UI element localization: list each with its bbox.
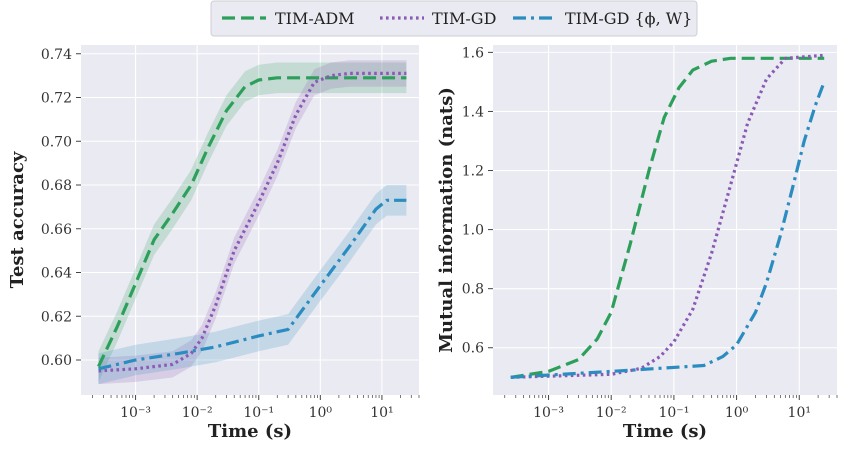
- y-tick-label: 0.68: [41, 178, 72, 194]
- panel-1: 10⁻³ 10⁻² 10⁻¹ 10⁰ 10¹ 0.60 0.62 0.64 0.66 0.68 0.…: [7, 45, 420, 442]
- x-tick-label: 10¹: [788, 405, 811, 421]
- series-line: [98, 71, 407, 373]
- y-tick-label: 0.66: [41, 222, 72, 238]
- x-tick-label: 10⁻¹: [658, 405, 689, 421]
- x-axis-title: Time (s): [208, 421, 292, 442]
- legend-label: TIM-ADM: [275, 9, 355, 28]
- series-line: [98, 198, 407, 371]
- x-tick-label: 10¹: [370, 405, 393, 421]
- y-tick-label: 0.74: [41, 47, 72, 63]
- y-tick-label: 1.0: [462, 223, 484, 239]
- x-tick-label: 10⁻²: [182, 405, 213, 421]
- panel-2: 10⁻³ 10⁻² 10⁻¹ 10⁰ 10¹ 0.6 0.8 1.0 1.2 1.4 1.6 Time…: [436, 45, 838, 442]
- series-band: [98, 60, 407, 385]
- y-tick-label: 0.64: [41, 266, 72, 282]
- series-line: [97, 76, 407, 368]
- series-line: [510, 81, 826, 379]
- y-tick-label: 0.6: [462, 341, 484, 357]
- y-tick-label: 1.4: [462, 104, 484, 120]
- legend-label: TIM-GD {ϕ, W}: [565, 9, 692, 28]
- x-tick-label: 10⁰: [309, 405, 333, 421]
- x-tick-label: 10⁻²: [596, 405, 627, 421]
- y-axis-title: Mutual information (nats): [436, 87, 457, 353]
- y-axis-title: Test accuracy: [7, 151, 28, 288]
- legend-box: [210, 0, 698, 37]
- x-tick-label: 10⁰: [725, 405, 749, 421]
- x-tick-label: 10⁻³: [533, 405, 564, 421]
- plot-area: [493, 45, 837, 395]
- y-tick-label: 0.70: [41, 134, 72, 150]
- legend: TIM-ADM TIM-GD TIM-GD {ϕ, W}: [210, 0, 698, 37]
- y-tick-label: 0.62: [41, 309, 72, 325]
- y-tick-label: 0.8: [462, 282, 484, 298]
- series-band: [98, 62, 407, 382]
- y-tick-label: 0.72: [41, 91, 72, 107]
- y-tick-label: 1.2: [462, 164, 484, 180]
- x-tick-label: 10⁻³: [120, 405, 151, 421]
- y-tick-label: 1.6: [462, 45, 484, 61]
- x-axis-title: Time (s): [623, 421, 707, 442]
- series-band: [98, 185, 407, 385]
- series-line: [510, 53, 825, 379]
- legend-label: TIM-GD: [432, 9, 496, 28]
- x-tick-label: 10⁻¹: [243, 405, 274, 421]
- y-tick-label: 0.60: [41, 353, 72, 369]
- series-line: [510, 56, 825, 379]
